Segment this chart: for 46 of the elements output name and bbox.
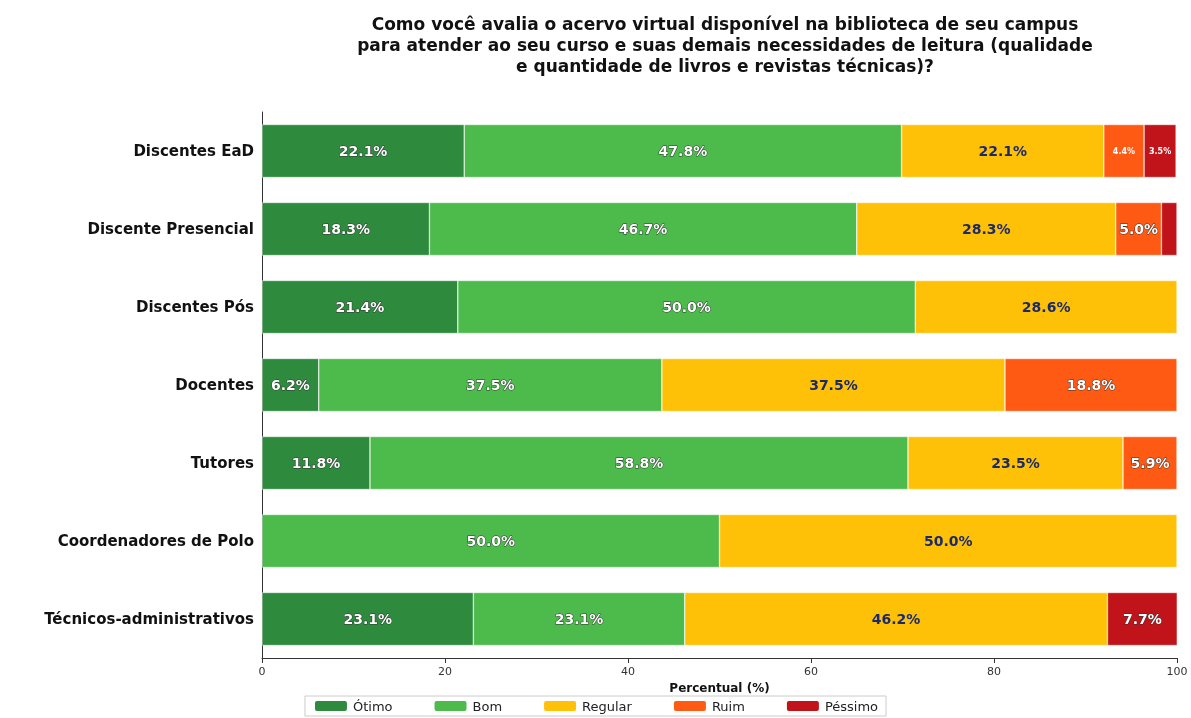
data-label: 22.1% [338, 143, 388, 159]
data-label: 5.0% [1119, 221, 1158, 237]
y-tick-label: Tutores [190, 454, 255, 472]
data-label: 37.5% [466, 377, 515, 393]
data-label: 47.8% [658, 143, 708, 159]
x-tick-label: 0 [258, 665, 266, 678]
legend-label: Regular [582, 698, 633, 714]
y-tick-label: Discentes Pós [136, 298, 255, 316]
legend-label: Péssimo [824, 698, 879, 714]
data-label: 22.1% [978, 143, 1027, 159]
data-label: 18.8% [1066, 377, 1116, 393]
data-label: 37.5% [809, 377, 858, 393]
data-label: 3.5% [1148, 146, 1172, 156]
chart-title: Como você avalia o acervo virtual disponível na biblioteca de seu campus para atender ao seu curso e suas demais necessidades de leitura (qualidade e quantidade de livros e revistas técnicas)? [357, 13, 1093, 76]
legend-label: Ótimo [352, 698, 393, 714]
legend-label: Bom [472, 698, 503, 714]
x-tick-label: 100 [1166, 665, 1188, 678]
data-label: 46.7% [618, 221, 668, 237]
data-label: 11.8% [291, 455, 341, 471]
data-label: 58.8% [614, 455, 664, 471]
x-tick-label: 20 [438, 665, 452, 678]
x-axis-title: Percentual (%) [669, 681, 770, 695]
data-label: 21.4% [335, 299, 385, 315]
data-label: 50.0% [662, 299, 711, 315]
data-label: 23.1% [554, 611, 604, 627]
y-tick-label: Discente Presencial [87, 220, 254, 238]
data-label: 28.6% [1021, 299, 1071, 315]
data-label: 18.3% [321, 221, 371, 237]
data-label: 28.3% [961, 221, 1011, 237]
data-label: 23.1% [343, 611, 392, 627]
data-label: 46.2% [871, 611, 921, 627]
x-tick-label: 60 [804, 665, 818, 678]
data-label: 5.9% [1130, 455, 1170, 471]
data-label: 6.2% [270, 377, 310, 393]
data-label: 4.4% [1112, 146, 1136, 156]
y-tick-label: Coordenadores de Polo [57, 532, 254, 550]
x-tick-label: 80 [987, 665, 1001, 678]
y-tick-label: Técnicos-administrativos [44, 610, 255, 628]
y-tick-label: Docentes [175, 376, 255, 394]
legend-label: Ruim [711, 698, 745, 714]
data-label: 50.0% [923, 533, 973, 549]
x-tick-label: 40 [621, 665, 635, 678]
y-tick-label: Discentes EaD [133, 142, 254, 160]
data-label: 50.0% [466, 533, 516, 549]
data-label: 7.7% [1122, 611, 1162, 627]
data-label: 23.5% [991, 455, 1040, 471]
